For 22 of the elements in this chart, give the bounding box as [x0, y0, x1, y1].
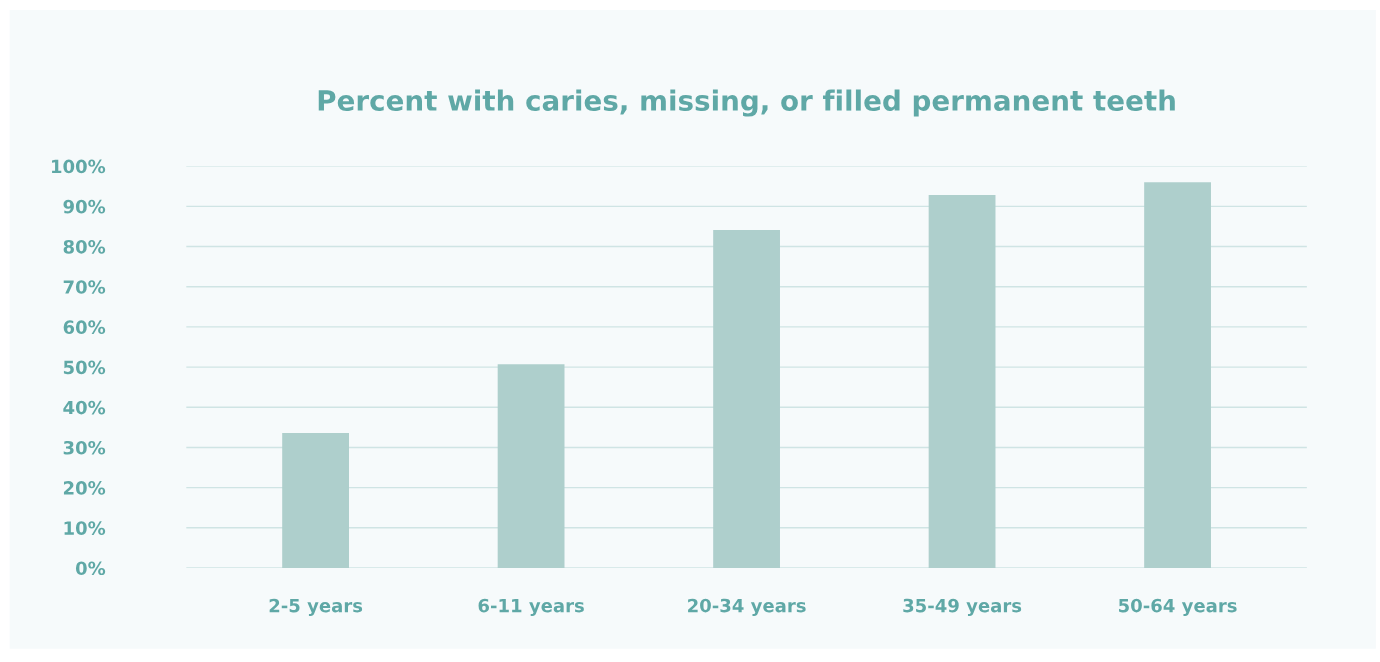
y-tick-label: 90% — [63, 199, 106, 214]
y-tick-label: 30% — [63, 440, 106, 455]
y-tick-label: 60% — [63, 320, 106, 335]
y-tick-label: 0% — [75, 561, 106, 576]
bar — [713, 230, 780, 568]
bar — [1144, 182, 1211, 568]
x-tick-label: 6-11 years — [478, 598, 584, 617]
x-tick-label: 50-64 years — [1119, 598, 1237, 617]
bar — [497, 364, 565, 568]
x-tick-label: 20-34 years — [688, 598, 806, 617]
chart-title: Percent with caries, missing, or filled permanent teeth — [318, 89, 1175, 117]
y-tick-label: 40% — [63, 400, 106, 415]
y-tick-label: 10% — [64, 521, 106, 535]
y-tick-label: 20% — [63, 481, 106, 495]
bar — [928, 195, 996, 568]
bar — [282, 432, 349, 568]
y-tick-label: 70% — [63, 280, 106, 294]
x-tick-label: 2-5 years — [269, 598, 363, 617]
y-tick-label: 100% — [52, 159, 106, 174]
y-tick-label: 50% — [63, 360, 106, 375]
x-tick-label: 35-49 years — [903, 598, 1022, 617]
y-tick-label: 80% — [63, 239, 106, 254]
